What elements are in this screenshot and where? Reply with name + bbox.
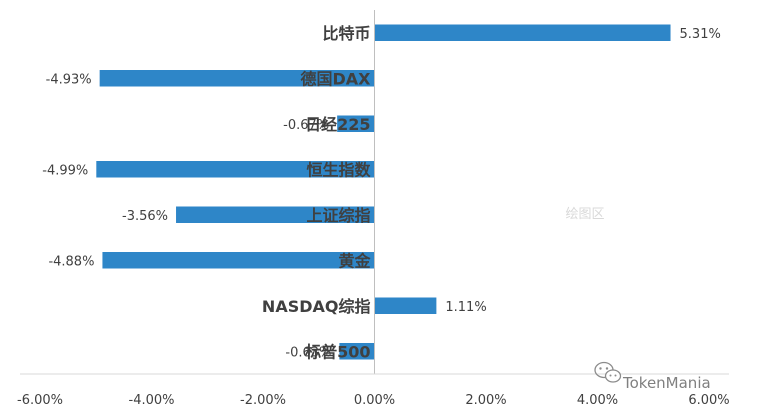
bar [102,252,375,269]
category-label: 上证综指 [306,206,370,225]
plot-area-hint: 绘图区 [565,207,604,222]
x-tick-label: 4.00% [577,393,618,408]
category-label: 德国DAX [300,69,371,88]
bar [176,206,375,223]
bar [337,115,375,132]
bar [339,343,375,360]
x-tick-label: -6.00% [17,393,63,408]
category-label: 恒生指数 [306,160,371,179]
value-label: -4.99% [42,163,88,178]
ticks-group: -6.00% -4.00% -2.00% 0.00% 2.00% 4.00% 6.00% [17,393,730,408]
value-label: 1.11% [445,300,486,315]
x-tick-label: -4.00% [129,393,175,408]
category-label: NASDAQ综指 [262,297,371,316]
category-label: 黄金 [338,251,371,270]
bars-group [96,24,671,360]
category-label: 标普500 [304,342,370,361]
value-label: -0.63% [285,345,331,360]
value-label: -4.88% [48,254,94,269]
x-tick-label: 2.00% [465,393,506,408]
bar [374,24,671,41]
bar [99,70,375,87]
watermark-text: TokenMania [622,374,711,392]
value-labels-group: 5.31% -4.93% -0.67% -4.99% -3.56% -4.88% 1.11%… [42,27,721,361]
bar [374,297,437,314]
x-tick-label: 6.00% [688,393,729,408]
category-label: 比特币 [322,24,370,43]
x-tick-label: -2.00% [240,393,286,408]
watermark: TokenMania [594,361,711,392]
value-label: -3.56% [122,209,168,224]
x-tick-label: 0.00% [354,393,395,408]
value-label: 5.31% [680,27,721,42]
value-label: -0.67% [283,118,329,133]
value-label: -4.93% [46,72,92,87]
wechat-icon [594,361,622,383]
bar [96,161,375,178]
category-label: 日经225 [305,115,370,134]
